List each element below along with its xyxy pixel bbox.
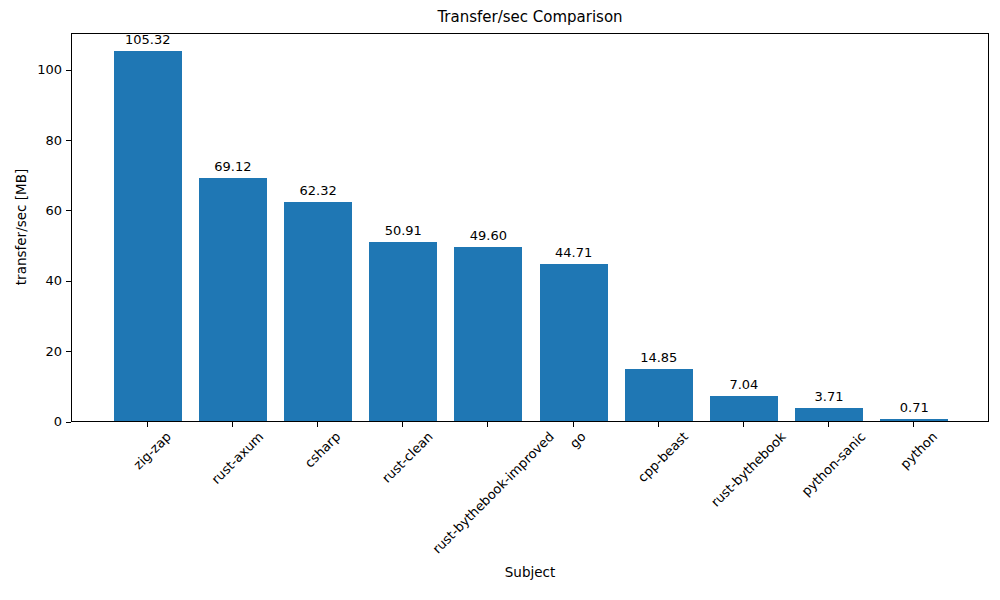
chart-title: Transfer/sec Comparison [71, 8, 989, 26]
bar-value-label: 105.32 [125, 32, 171, 47]
y-axis-label: transfer/sec [MB] [13, 169, 29, 285]
bar-value-label: 44.71 [555, 245, 592, 260]
x-tick-mark [828, 422, 829, 427]
y-tick-label: 0 [4, 414, 62, 430]
bar [880, 419, 948, 421]
x-tick-label: rust-bythebook-improved [429, 429, 556, 556]
bar [199, 178, 267, 421]
y-tick-mark [66, 70, 71, 71]
x-tick-mark [743, 422, 744, 427]
x-tick-mark [487, 422, 488, 427]
plot-area: 105.32 69.12 62.32 50.91 49.60 44.71 14.85 7.04… [71, 33, 989, 422]
y-tick-label: 60 [4, 203, 62, 219]
y-tick-label: 20 [4, 344, 62, 360]
bar-value-label: 3.71 [815, 389, 844, 404]
bar [454, 247, 522, 421]
x-tick-mark [913, 422, 914, 427]
x-tick-label: cpp-beast [635, 429, 691, 485]
x-tick-mark [402, 422, 403, 427]
x-tick-label: rust-clean [379, 429, 436, 486]
y-tick-label: 40 [4, 273, 62, 289]
x-tick-label: zig-zap [131, 429, 174, 472]
bar-chart-figure: Transfer/sec Comparison 105.32 69.12 62.32… [0, 0, 1000, 600]
bar [625, 369, 693, 421]
bar-value-label: 7.04 [729, 377, 758, 392]
y-tick-mark [66, 422, 71, 423]
bar [795, 408, 863, 421]
x-tick-mark [317, 422, 318, 427]
bar-value-label: 50.91 [385, 223, 422, 238]
bar [540, 264, 608, 421]
x-tick-label: python [897, 429, 940, 472]
y-tick-mark [66, 140, 71, 141]
x-tick-mark [658, 422, 659, 427]
x-tick-label: python-sanic [798, 429, 868, 499]
bar [369, 242, 437, 421]
x-tick-mark [147, 422, 148, 427]
bar [114, 51, 182, 421]
x-axis-label: Subject [71, 564, 989, 580]
x-tick-mark [573, 422, 574, 427]
x-tick-label: go [567, 429, 589, 451]
bar [710, 396, 778, 421]
bar-value-label: 14.85 [640, 350, 677, 365]
x-tick-label: rust-bythebook [708, 429, 789, 510]
x-tick-mark [232, 422, 233, 427]
bar-value-label: 0.71 [900, 400, 929, 415]
bar-value-label: 69.12 [214, 159, 251, 174]
y-tick-label: 80 [4, 133, 62, 149]
bar-value-label: 62.32 [299, 183, 336, 198]
y-tick-label: 100 [4, 62, 62, 78]
bar-value-label: 49.60 [470, 228, 507, 243]
bar [284, 202, 352, 421]
y-tick-mark [66, 210, 71, 211]
y-tick-mark [66, 281, 71, 282]
x-tick-label: rust-axum [208, 429, 266, 487]
x-tick-label: csharp [301, 429, 343, 471]
y-tick-mark [66, 351, 71, 352]
